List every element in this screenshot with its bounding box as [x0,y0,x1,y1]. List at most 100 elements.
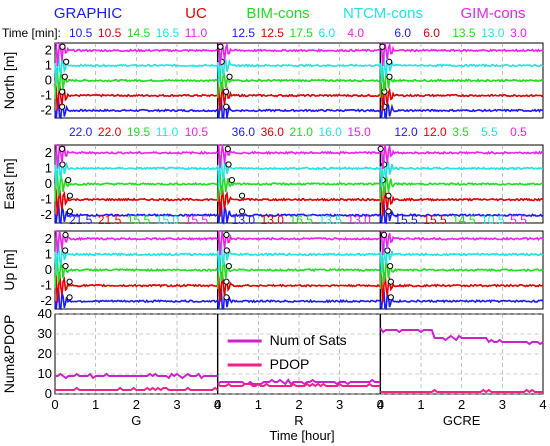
y-axis-label: East [m] [1,158,17,209]
convergence-time-value: 22.0 [98,125,122,139]
convergence-marker [386,58,393,65]
series-line-gim-cons [380,230,544,255]
convergence-time-value: 12.5 [261,26,285,40]
convergence-marker [62,247,69,254]
convergence-marker [223,103,230,110]
y-tick-label: 2 [45,43,52,58]
series-line-pdop [217,382,381,388]
series-line-ntcm-cons [216,240,381,273]
series-line-ntcm-cons [54,239,219,274]
legend-uc: UC [185,5,207,22]
series-line-pdop [380,388,543,394]
convergence-time-value: 15.5 [394,213,418,227]
convergence-time-value: 14.5 [127,26,151,40]
convergence-time-value: 14.5 [452,213,476,227]
convergence-time-value: 13.0 [347,213,371,227]
y-axis-label: Up [m] [1,249,17,290]
y-tick-label: 0 [45,386,52,401]
convergence-marker [238,208,246,215]
y-tick-label: -1 [40,88,52,103]
convergence-time-value: 21.0 [290,125,314,139]
convergence-marker [223,231,230,238]
convergence-time-value: 13.0 [232,213,256,227]
convergence-time-value: 16.0 [318,125,342,139]
convergence-marker [238,192,246,199]
convergence-marker [387,294,394,301]
convergence-marker [377,145,384,152]
y-tick-label: 20 [38,346,52,361]
series-line-ntcm-cons [379,240,544,273]
y-tick-label: 2 [45,145,52,160]
convergence-time-value: 10.5 [481,213,505,227]
series-line-bim-cons [54,256,219,289]
convergence-marker [62,263,69,270]
series-line-bim-cons [54,67,218,99]
y-tick-label: 0 [45,262,52,277]
series-line-ntcm-cons [216,51,381,85]
series-line-uc [379,269,544,303]
time-minutes-label: Time [min]: [2,26,61,40]
convergence-marker [65,177,72,184]
y-axis-label: Num&PDOP [1,315,17,394]
series-line-graphic [216,286,381,310]
convergence-marker [223,247,230,254]
convergence-time-value: 15.0 [347,125,371,139]
convergence-time-value: 6.0 [394,26,411,40]
y-tick-label: -2 [40,293,52,308]
series-line-num-of-sats [379,327,544,346]
series-line-uc [379,183,544,217]
y-tick-label: -1 [40,278,52,293]
convergence-time-value: 12.0 [394,125,418,139]
convergence-time-value: 19.5 [127,125,151,139]
y-tick-label: -1 [40,192,52,207]
x-tick-label: 0 [214,397,221,412]
convergence-marker [66,208,74,215]
y-tick-label: 1 [45,246,52,261]
series-line-graphic [379,96,544,120]
convergence-marker [387,263,394,270]
series-line-uc [216,182,381,217]
series-line-ntcm-cons [379,153,544,188]
series-line-bim-cons [216,67,381,99]
series-line-graphic [54,287,219,311]
x-tick-label: 2 [458,397,465,412]
series-line-gim-cons [380,144,544,169]
series-line-bim-cons [379,170,544,203]
convergence-marker [66,294,73,301]
x-tick-label: 0 [377,397,384,412]
convergence-marker [63,58,70,65]
convergence-marker [59,43,66,50]
series-line-bim-cons [216,169,381,202]
convergence-time-value: 4.0 [347,26,364,40]
x-tick-label: 3 [336,397,343,412]
convergence-time-value: 3.5 [452,125,469,139]
series-line-uc [216,78,381,111]
convergence-time-value: 10.5 [185,125,209,139]
convergence-marker [66,278,73,285]
series-line-gim-cons [217,230,381,256]
legend-pdop: PDOP [270,356,310,372]
x-axis-label: Time [hour] [269,428,334,443]
convergence-marker [62,231,69,238]
y-tick-label: -2 [40,103,52,118]
series-line-ntcm-cons [54,153,219,187]
convergence-marker [223,88,230,95]
convergence-marker [379,43,386,50]
x-tick-label: 1 [92,397,99,412]
convergence-time-value: 21.5 [69,213,93,227]
series-line-uc [216,268,381,302]
series-line-uc [54,78,218,111]
convergence-marker [226,73,233,80]
series-line-bim-cons [216,256,381,290]
series-line-graphic [54,97,219,120]
convergence-time-value: 0.5 [510,125,527,139]
x-tick-label: 1 [255,397,262,412]
convergence-time-value: 15.5 [127,213,151,227]
convergence-time-value: 13.5 [452,26,476,40]
x-tick-label: 2 [133,397,140,412]
series-line-num-of-sats [55,372,218,380]
y-tick-label: 1 [45,160,52,175]
convergence-time-value: 12.5 [232,26,256,40]
